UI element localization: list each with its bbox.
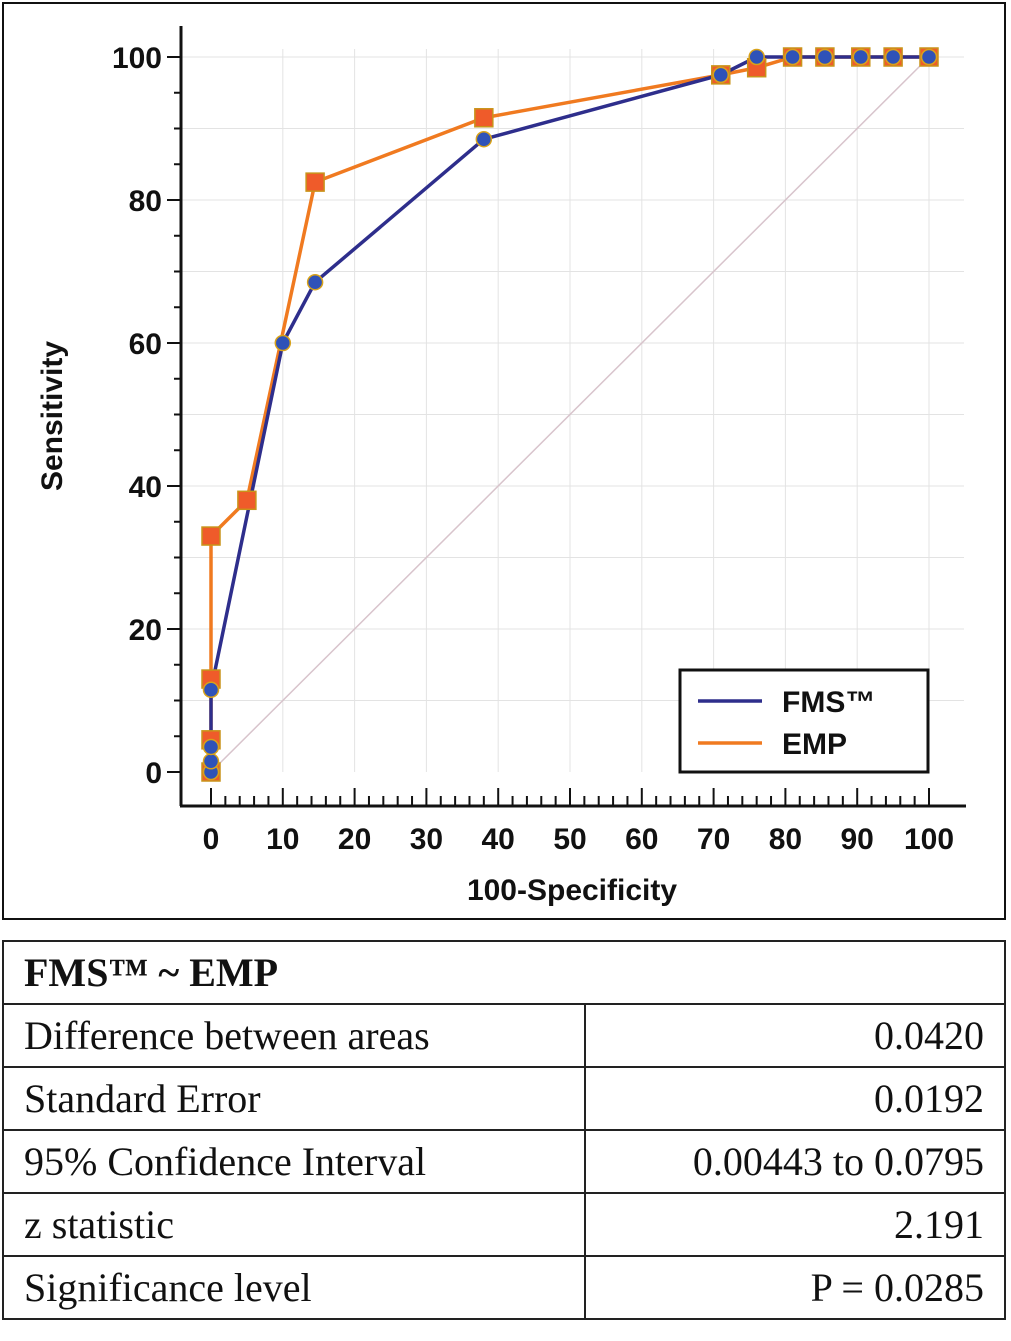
- row-value: 0.00443 to 0.0795: [584, 1129, 1006, 1194]
- x-tick-label: 10: [266, 823, 299, 856]
- emp-point: [474, 108, 494, 128]
- y-tick-label: 80: [129, 185, 162, 218]
- roc-chart-frame: 0 20 40 60 80 100 0 10 20 30 40 50 60 70 80 90 100 100-Sp…: [2, 2, 1006, 920]
- row-label: 95% Confidence Interval: [2, 1129, 586, 1194]
- x-tick-label: 50: [553, 823, 586, 856]
- table-row: Difference between areas 0.0420: [2, 1003, 1006, 1068]
- x-tick-label: 90: [841, 823, 874, 856]
- row-value: 0.0420: [584, 1003, 1006, 1068]
- x-tick-label: 40: [482, 823, 515, 856]
- fms-point: [274, 334, 292, 352]
- x-tick-label: 0: [203, 823, 220, 856]
- y-axis-label: Sensitivity: [36, 341, 69, 491]
- legend-box: [678, 668, 930, 774]
- emp-point: [237, 490, 257, 511]
- fms-point: [202, 738, 220, 756]
- reference-line: [210, 56, 930, 773]
- row-label: z statistic: [2, 1192, 586, 1257]
- y-tick-label: 0: [145, 757, 162, 790]
- row-label: Standard Error: [2, 1066, 586, 1131]
- comparison-table-wrap: FMS™ ~ EMP Difference between areas 0.04…: [2, 940, 1006, 1320]
- fms-point: [748, 48, 765, 66]
- fms-point: [852, 48, 870, 66]
- legend-label-fms: FMS™: [782, 686, 875, 719]
- table-row: z statistic 2.191: [2, 1192, 1006, 1257]
- fms-point: [784, 48, 801, 66]
- table-title-row: FMS™ ~ EMP: [2, 940, 1006, 1005]
- x-tick-label: 20: [338, 823, 371, 856]
- row-value: 0.0192: [584, 1066, 1006, 1131]
- fms-point: [202, 753, 220, 770]
- row-label: Significance level: [2, 1255, 586, 1320]
- row-label: Difference between areas: [2, 1003, 586, 1068]
- fms-point: [475, 130, 493, 148]
- y-tick-label: 40: [129, 471, 162, 504]
- y-tick-label: 60: [129, 328, 162, 361]
- fms-point: [202, 681, 220, 699]
- x-tick-label: 100: [904, 823, 954, 856]
- row-value: P = 0.0285: [584, 1255, 1006, 1320]
- x-axis-label: 100-Specificity: [467, 874, 677, 907]
- table-row: Standard Error 0.0192: [2, 1066, 1006, 1131]
- fms-point: [712, 66, 730, 84]
- fms-point: [306, 273, 324, 291]
- comparison-table: FMS™ ~ EMP Difference between areas 0.04…: [2, 940, 1006, 1320]
- roc-chart: 0 20 40 60 80 100 0 10 20 30 40 50 60 70 80 90 100 100-Sp…: [36, 26, 966, 907]
- y-tick-label: 100: [112, 42, 162, 75]
- row-value: 2.191: [584, 1192, 1006, 1257]
- y-tick-label: 20: [129, 614, 162, 647]
- x-tick-label: 70: [697, 823, 730, 856]
- x-tick-label: 30: [410, 823, 443, 856]
- x-tick-label: 60: [625, 823, 658, 856]
- emp-point: [201, 526, 221, 546]
- fms-point: [920, 48, 938, 66]
- fms-point: [816, 48, 834, 66]
- legend-label-emp: EMP: [782, 728, 847, 761]
- table-row: Significance level P = 0.0285: [2, 1255, 1006, 1320]
- fms-point: [884, 48, 902, 66]
- x-tick-label: 80: [769, 823, 802, 856]
- emp-point: [305, 172, 325, 192]
- table-row: 95% Confidence Interval 0.00443 to 0.079…: [2, 1129, 1006, 1194]
- table-title: FMS™ ~ EMP: [2, 940, 1006, 1005]
